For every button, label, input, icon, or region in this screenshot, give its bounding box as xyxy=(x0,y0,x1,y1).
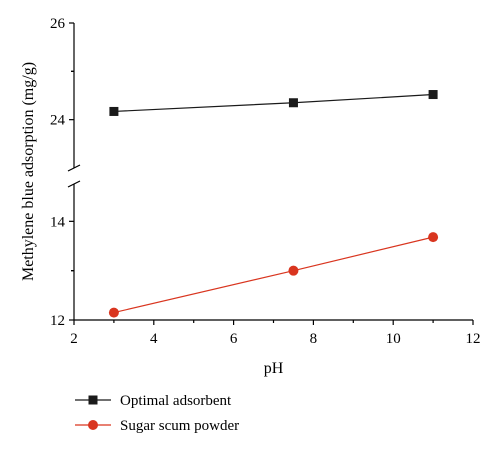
y-axis-label: Methylene blue adsorption (mg/g) xyxy=(20,62,37,281)
series-line xyxy=(113,236,434,314)
data-point-square xyxy=(288,98,298,108)
x-axis-ticks: 2 4 6 8 10 12 xyxy=(70,320,481,347)
y-tick-label: 14 xyxy=(50,214,66,230)
y-axis-break-mark xyxy=(67,164,81,188)
series-2 xyxy=(108,232,439,318)
x-tick-label: 10 xyxy=(386,331,401,347)
x-tick-label: 2 xyxy=(70,331,78,347)
legend-item-2: Sugar scum powder xyxy=(75,418,239,434)
x-tick-label: 8 xyxy=(310,331,318,347)
axis-break-slash-upper xyxy=(67,164,81,172)
x-tick-label: 4 xyxy=(150,331,158,347)
data-point-circle xyxy=(288,265,299,276)
data-point-square xyxy=(109,106,119,116)
data-point-circle xyxy=(428,232,439,243)
y-tick-label: 26 xyxy=(50,16,66,32)
data-point-circle xyxy=(108,307,119,318)
legend-item-1: Optimal adsorbent xyxy=(75,393,232,409)
x-axis-label: pH xyxy=(264,360,284,377)
axis-break-slash-lower xyxy=(67,180,81,188)
series-line xyxy=(113,93,434,113)
data-point-square xyxy=(428,90,438,100)
y-tick-label: 24 xyxy=(50,113,66,129)
x-tick-label: 12 xyxy=(466,331,481,347)
series-layer xyxy=(108,90,439,318)
y-tick-label: 12 xyxy=(50,313,65,329)
legend-label: Optimal adsorbent xyxy=(120,393,232,409)
series-1 xyxy=(109,90,438,116)
legend-marker-circle xyxy=(88,420,98,430)
chart-legend: Optimal adsorbent Sugar scum powder xyxy=(75,393,239,434)
y-axis-ticks: 24 26 12 14 xyxy=(50,16,74,329)
legend-marker-square xyxy=(88,395,98,405)
legend-label: Sugar scum powder xyxy=(120,418,239,434)
x-tick-label: 6 xyxy=(230,331,238,347)
